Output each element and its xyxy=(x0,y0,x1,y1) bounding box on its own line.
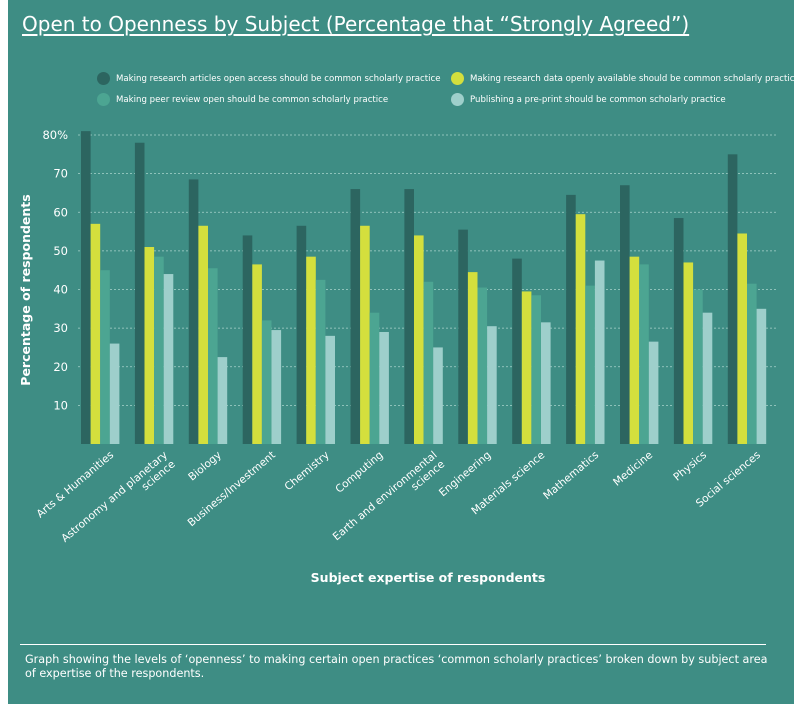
y-tick-label: 70 xyxy=(53,167,68,181)
bar xyxy=(404,189,414,444)
bar xyxy=(477,287,488,444)
legend-label: Making research data openly available sh… xyxy=(470,73,798,84)
y-tick-label: 20 xyxy=(53,360,68,374)
bar xyxy=(350,189,361,444)
bar xyxy=(673,218,684,444)
bar xyxy=(756,308,767,444)
y-tick-label: 60 xyxy=(53,205,68,219)
bar xyxy=(100,270,110,444)
bar xyxy=(144,247,155,444)
x-tick-label: Biology xyxy=(186,449,224,483)
x-tick-label: Mathematics xyxy=(541,449,601,502)
x-tick-label: Computing xyxy=(333,449,385,496)
bar xyxy=(487,326,497,444)
x-tick-label: Earth and environmentalscience xyxy=(331,449,448,552)
bar xyxy=(566,194,576,444)
bar xyxy=(693,289,703,444)
legend-swatch xyxy=(97,72,110,85)
bar xyxy=(198,225,208,444)
bar xyxy=(702,312,713,444)
chart-panel: Open to Openness by Subject (Percentage … xyxy=(8,0,798,704)
bar xyxy=(683,262,694,444)
legend-swatch xyxy=(97,93,110,106)
x-axis-title: Subject expertise of respondents xyxy=(311,570,546,585)
bar xyxy=(217,357,228,444)
bar xyxy=(737,233,747,444)
bar xyxy=(423,281,434,444)
y-tick-label: 40 xyxy=(53,283,68,297)
bar xyxy=(154,256,164,444)
legend-swatch xyxy=(451,72,464,85)
bar xyxy=(208,268,218,444)
legend-label: Publishing a pre-print should be common … xyxy=(470,94,726,105)
legend-item: Publishing a pre-print should be common … xyxy=(451,93,726,106)
bar xyxy=(575,214,586,444)
bar xyxy=(379,331,389,444)
bar xyxy=(521,291,532,444)
bar xyxy=(163,274,174,444)
legend-item: Making research data openly available sh… xyxy=(451,72,798,85)
chart-title: Open to Openness by Subject (Percentage … xyxy=(22,12,690,36)
x-tick-label: Astronomy and planetaryscience xyxy=(59,449,178,554)
bar xyxy=(188,179,199,444)
bar xyxy=(369,312,380,444)
bar xyxy=(306,256,316,444)
bar xyxy=(531,295,541,444)
bar xyxy=(727,154,738,444)
bar xyxy=(458,229,468,444)
caption-divider xyxy=(20,644,766,645)
x-tick-label: Medicine xyxy=(611,449,655,489)
bar xyxy=(629,256,640,444)
legend-swatch xyxy=(451,93,464,106)
bar xyxy=(512,258,522,444)
bar xyxy=(747,283,757,444)
x-tick-label: Engineering xyxy=(437,449,493,499)
bar xyxy=(414,235,424,444)
bar xyxy=(271,330,282,444)
bar xyxy=(585,285,595,444)
bar xyxy=(620,185,630,444)
bar xyxy=(296,225,307,444)
bar xyxy=(134,142,145,444)
bar xyxy=(594,260,605,444)
bar xyxy=(648,341,659,444)
y-tick-label: 30 xyxy=(53,321,68,335)
bar xyxy=(433,347,443,444)
bar xyxy=(90,223,101,444)
chart-caption: Graph showing the levels of ‘openness’ t… xyxy=(25,653,768,680)
x-tick-label: Business/Investment xyxy=(186,449,278,529)
y-axis-title: Percentage of respondents xyxy=(18,194,33,385)
bar xyxy=(81,131,91,444)
legend-label: Making peer review open should be common… xyxy=(116,94,389,105)
bar xyxy=(467,272,478,444)
bar xyxy=(109,343,120,444)
bar xyxy=(242,235,253,444)
y-tick-label: 50 xyxy=(53,244,68,258)
legend-label: Making research articles open access sho… xyxy=(116,73,441,84)
x-tick-label: Physics xyxy=(671,449,709,483)
bar xyxy=(252,264,262,444)
legend-item: Making peer review open should be common… xyxy=(97,93,388,106)
y-tick-label: 80% xyxy=(42,128,68,142)
bar xyxy=(325,335,335,444)
legend-item: Making research articles open access sho… xyxy=(97,72,441,85)
bar xyxy=(360,225,370,444)
bar xyxy=(315,279,326,444)
x-tick-label: Chemistry xyxy=(282,449,331,493)
bar xyxy=(639,264,649,444)
chart-legend: Making research articles open access sho… xyxy=(8,0,798,120)
bar xyxy=(261,320,272,444)
bar xyxy=(541,322,551,444)
y-tick-label: 10 xyxy=(53,398,68,412)
